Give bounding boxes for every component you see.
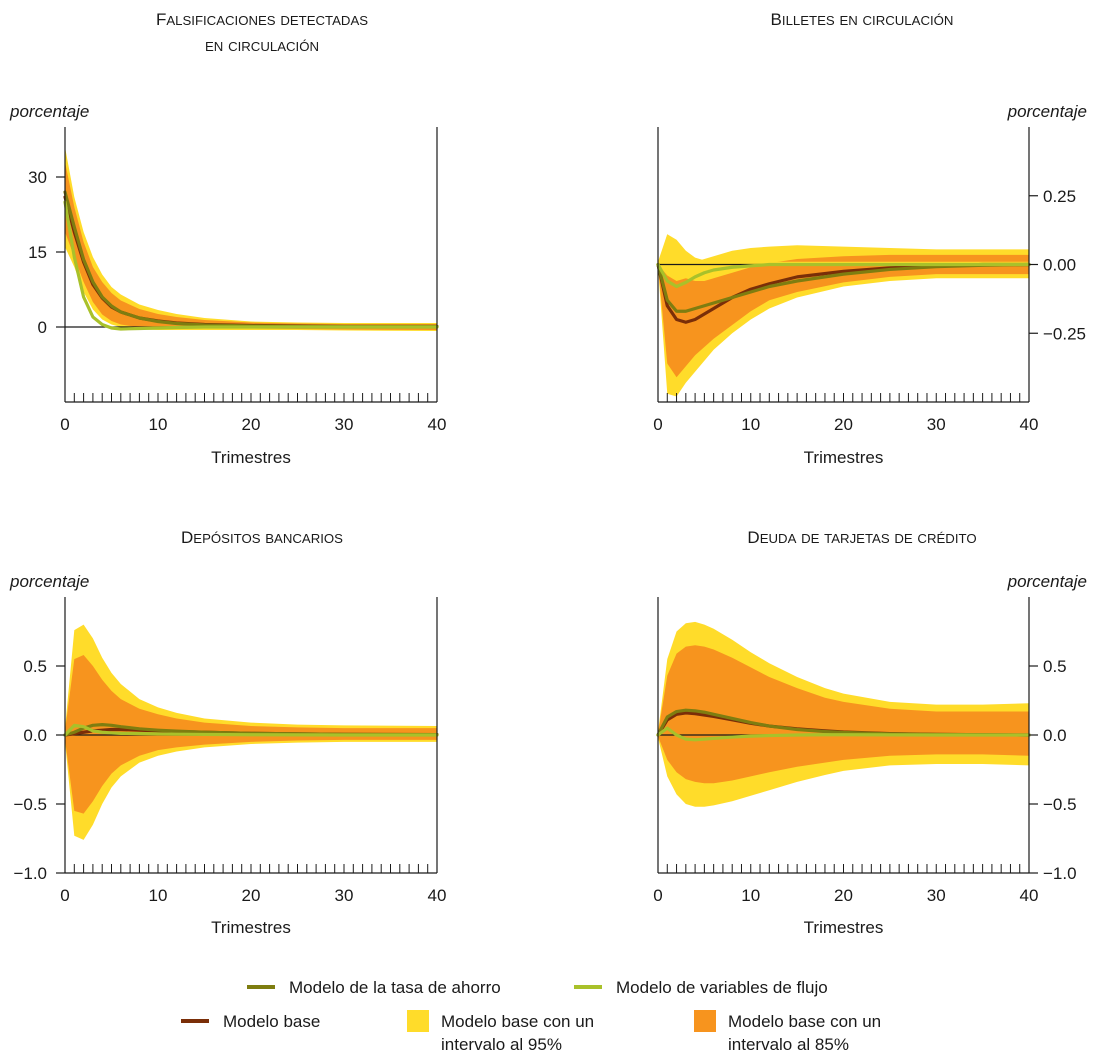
legend-label-line-1: Modelo base con un [728, 1012, 881, 1031]
x-axis-label: Trimestres [211, 918, 291, 937]
unit-label: porcentaje [1007, 102, 1087, 121]
x-axis-label: Trimestres [804, 448, 884, 467]
band-85-percent [658, 645, 1029, 784]
x-tick-label: 0 [653, 415, 662, 434]
x-axis-label: Trimestres [211, 448, 291, 467]
x-tick-label: 30 [927, 886, 946, 905]
x-tick-label: 20 [834, 886, 853, 905]
chart-title: BILLETES EN CIRCULACIÓN [771, 10, 954, 29]
chart-panel-4: DEUDA DE TARJETAS DE CRÉDITO porcentaje 0 1… [653, 528, 1087, 937]
x-tick-label: 40 [1020, 415, 1039, 434]
legend-label: Modelo base [223, 1012, 320, 1031]
unit-label: porcentaje [9, 572, 89, 591]
x-tick-label: 20 [242, 415, 261, 434]
x-tick-label: 40 [1020, 886, 1039, 905]
y-tick-label: 0.00 [1043, 256, 1076, 275]
y-tick-label: 15 [28, 243, 47, 262]
y-tick-label: 0.25 [1043, 187, 1076, 206]
legend-swatch-band [407, 1010, 429, 1032]
chart-panel-2: BILLETES EN CIRCULACIÓN porcentaje 0 10 20 30… [653, 10, 1087, 467]
x-tick-label: 30 [335, 415, 354, 434]
chart-panel-1: FALSIFICACIONES DETECTADAS EN CIRCULACIÓN… [9, 10, 446, 467]
y-tick-label: −0.5 [13, 795, 47, 814]
legend-label: Modelo de la tasa de ahorro [289, 978, 501, 997]
x-tick-label: 10 [741, 886, 760, 905]
x-tick-label: 0 [60, 886, 69, 905]
y-tick-label: 0.5 [1043, 657, 1067, 676]
x-axis-label: Trimestres [804, 918, 884, 937]
chart-title: DEUDA DE TARJETAS DE CRÉDITO [747, 528, 976, 547]
y-tick-label: −1.0 [13, 864, 47, 883]
series-line-variables-flujo [656, 262, 1031, 289]
chart-panels: FALSIFICACIONES DETECTADAS EN CIRCULACIÓN… [9, 10, 1087, 937]
legend-swatch-band [694, 1010, 716, 1032]
y-tick-label: 30 [28, 168, 47, 187]
x-tick-label: 10 [741, 415, 760, 434]
x-tick-label: 20 [242, 886, 261, 905]
series-line-variables-flujo [656, 726, 1031, 742]
unit-label: porcentaje [9, 102, 89, 121]
x-tick-label: 0 [653, 886, 662, 905]
legend-label-line-2: intervalo al 95% [441, 1035, 562, 1054]
y-tick-label: −0.25 [1043, 324, 1086, 343]
y-tick-label: 0.0 [1043, 726, 1067, 745]
y-tick-label: 0.5 [23, 657, 47, 676]
band-85-percent [65, 162, 437, 330]
chart-title: DEPÓSITOS BANCARIOS [181, 528, 343, 547]
y-tick-label: 0 [38, 318, 47, 337]
y-tick-label: 0.0 [23, 726, 47, 745]
chart-title-line-2: EN CIRCULACIÓN [205, 36, 319, 55]
legend-label: Modelo de variables de flujo [616, 978, 828, 997]
x-tick-label: 0 [60, 415, 69, 434]
legend-label-line-2: intervalo al 85% [728, 1035, 849, 1054]
unit-label: porcentaje [1007, 572, 1087, 591]
x-tick-label: 30 [927, 415, 946, 434]
y-tick-label: −0.5 [1043, 795, 1077, 814]
x-tick-label: 20 [834, 415, 853, 434]
series-line-variables-flujo [63, 723, 439, 737]
series-line-variables-flujo [63, 200, 439, 331]
chart-title-line-1: FALSIFICACIONES DETECTADAS [156, 10, 368, 29]
legend-label-line-1: Modelo base con un [441, 1012, 594, 1031]
legend: Modelo de la tasa de ahorro Modelo de var… [181, 978, 881, 1054]
chart-panel-3: DEPÓSITOS BANCARIOS porcentaje 0 10 20 30 40 Tr… [9, 528, 446, 937]
series-line-tasa-ahorro [656, 262, 1031, 313]
x-tick-label: 10 [149, 886, 168, 905]
band-85-percent [658, 254, 1029, 378]
x-tick-label: 30 [335, 886, 354, 905]
y-tick-label: −1.0 [1043, 864, 1077, 883]
x-tick-label: 10 [149, 415, 168, 434]
x-tick-label: 40 [428, 415, 447, 434]
x-tick-label: 40 [428, 886, 447, 905]
